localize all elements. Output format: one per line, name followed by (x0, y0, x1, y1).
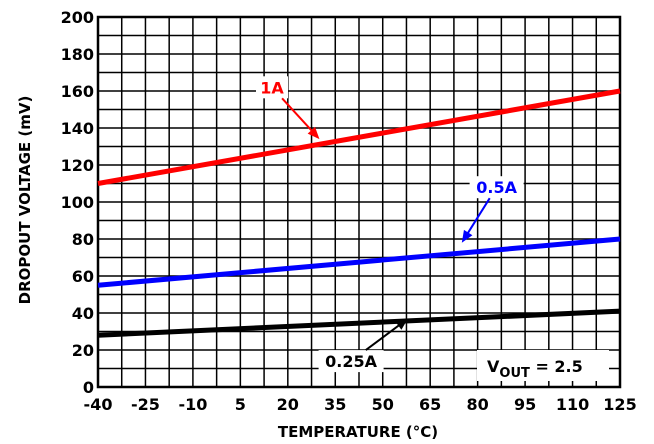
y-tick-label: 20 (72, 341, 94, 360)
annotation-0-25A: 0.25A (318, 318, 409, 373)
annotation-0-5A: 0.5A (461, 176, 524, 243)
annotation-arrowhead (307, 126, 320, 140)
x-tick-label: 125 (603, 395, 636, 414)
series-line-0-25A (97, 308, 621, 338)
series-line-0-5A (97, 236, 621, 288)
x-tick-labels: -40 -25 -10 5 20 35 50 65 80 95 110 125 (84, 395, 637, 414)
y-tick-label: 160 (61, 82, 94, 101)
annotation-arrowhead (395, 318, 409, 330)
vout-text: VOUT = 2.5 (487, 357, 583, 381)
y-tick-label: 140 (61, 119, 94, 138)
y-tick-label: 200 (61, 8, 94, 27)
x-tick-label: -10 (178, 395, 207, 414)
annotations: 1A 0.5A 0.25A (256, 76, 524, 373)
y-tick-label: 100 (61, 193, 94, 212)
annotation-label: 0.5A (476, 178, 517, 197)
y-tick-labels: 0 20 40 60 80 100 120 140 160 180 200 (61, 8, 94, 397)
y-tick-label: 80 (72, 230, 94, 249)
x-tick-label: 110 (556, 395, 589, 414)
x-tick-label: -40 (84, 395, 113, 414)
y-axis-title: DROPOUT VOLTAGE (mV) (16, 96, 34, 305)
y-tick-label: 180 (61, 45, 94, 64)
x-tick-label: 95 (514, 395, 536, 414)
x-tick-label: 20 (277, 395, 299, 414)
y-tick-label: 120 (61, 156, 94, 175)
x-tick-label: 65 (419, 395, 441, 414)
annotation-arrowhead (461, 229, 473, 243)
annotation-1A: 1A (256, 76, 320, 140)
x-tick-label: 5 (235, 395, 246, 414)
x-axis-title: TEMPERATURE (°C) (278, 423, 438, 441)
y-tick-label: 60 (72, 267, 94, 286)
x-tick-label: 50 (372, 395, 394, 414)
y-tick-label: 0 (83, 378, 94, 397)
annotation-bg (318, 350, 384, 373)
plot-frame (96, 15, 622, 389)
annotation-label: 1A (260, 78, 284, 97)
y-tick-label: 40 (72, 304, 94, 323)
series-lines (97, 88, 621, 338)
x-tick-label: -25 (131, 395, 160, 414)
annotation-label: 0.25A (325, 352, 377, 371)
x-tick-label: 80 (467, 395, 489, 414)
annotation-arrow (281, 97, 315, 134)
series-line-1A (97, 88, 621, 186)
x-tick-label: 35 (324, 395, 346, 414)
annotation-arrow (465, 197, 491, 237)
annotation-bg (256, 76, 288, 99)
vout-box (477, 350, 609, 381)
annotation-bg (469, 176, 524, 199)
vout-label: VOUT = 2.5 (477, 350, 609, 381)
annotation-arrow (365, 322, 403, 351)
